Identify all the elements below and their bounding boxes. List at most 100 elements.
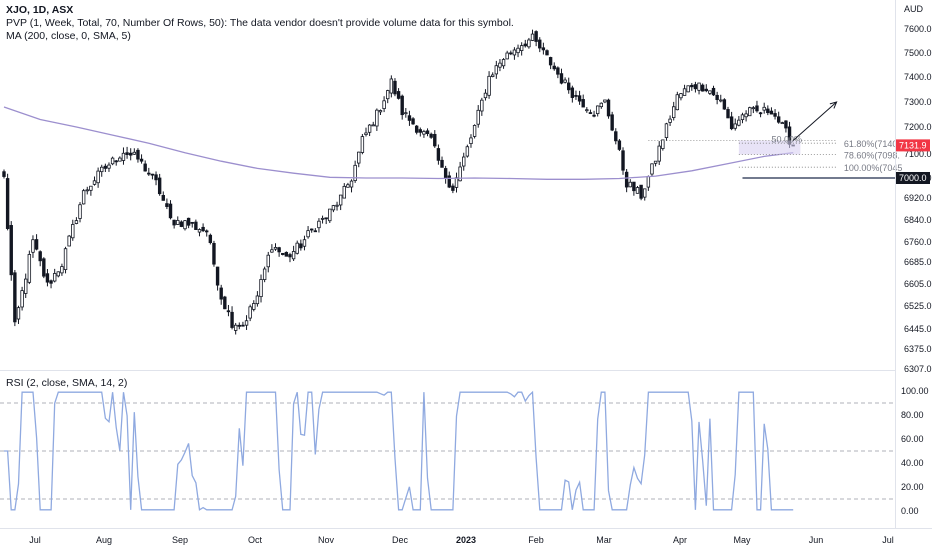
candle[interactable] — [708, 90, 712, 94]
candle[interactable] — [682, 88, 687, 96]
candle[interactable] — [440, 159, 444, 168]
candle[interactable] — [244, 320, 249, 326]
candle[interactable] — [147, 172, 151, 175]
candle[interactable] — [476, 109, 480, 125]
candle[interactable] — [107, 164, 111, 169]
candle[interactable] — [150, 173, 155, 176]
candle[interactable] — [194, 221, 198, 230]
candle[interactable] — [643, 188, 647, 198]
candle[interactable] — [157, 177, 162, 195]
candle[interactable] — [780, 122, 784, 125]
candle[interactable] — [541, 47, 546, 51]
candle[interactable] — [277, 247, 281, 253]
candle[interactable] — [125, 152, 129, 155]
candle[interactable] — [595, 105, 600, 115]
candle[interactable] — [205, 230, 209, 233]
time-axis[interactable]: Jul Aug Sep Oct Nov Dec 2023 Feb Mar Apr May Jun Jul — [29, 535, 894, 545]
candle[interactable] — [469, 137, 473, 145]
candle[interactable] — [400, 95, 404, 116]
price-badge[interactable] — [896, 139, 930, 152]
candle[interactable] — [480, 99, 484, 112]
candle[interactable] — [585, 109, 589, 112]
candle[interactable] — [603, 99, 607, 103]
candle[interactable] — [498, 62, 502, 68]
trend-arrow[interactable] — [792, 101, 837, 141]
candle[interactable] — [382, 100, 386, 110]
candle[interactable] — [208, 234, 213, 243]
candle[interactable] — [215, 266, 220, 286]
candle[interactable] — [454, 177, 459, 188]
candle[interactable] — [16, 307, 21, 320]
candle[interactable] — [776, 116, 781, 123]
candle[interactable] — [103, 165, 108, 169]
candle[interactable] — [675, 94, 680, 111]
candle[interactable] — [45, 273, 50, 283]
candle[interactable] — [186, 217, 191, 226]
candle[interactable] — [230, 311, 234, 328]
candle[interactable] — [661, 139, 665, 149]
candle[interactable] — [599, 102, 603, 108]
candle[interactable] — [309, 228, 314, 231]
candle[interactable] — [281, 252, 285, 255]
candle[interactable] — [650, 163, 654, 175]
candle[interactable] — [259, 279, 263, 298]
candle[interactable] — [168, 203, 173, 219]
candle[interactable] — [784, 120, 788, 129]
candle[interactable] — [324, 217, 328, 220]
candle[interactable] — [342, 185, 346, 199]
candle[interactable] — [548, 57, 553, 66]
candle[interactable] — [758, 112, 763, 115]
candle[interactable] — [367, 124, 372, 133]
candle[interactable] — [744, 113, 748, 118]
rsi-axis[interactable]: 0.00 20.00 40.00 60.00 80.00 100.00 — [901, 386, 929, 516]
candle[interactable] — [110, 157, 115, 165]
candle[interactable] — [371, 124, 375, 127]
candle[interactable] — [161, 195, 165, 201]
candle[interactable] — [118, 157, 122, 162]
candle[interactable] — [252, 303, 256, 310]
candle[interactable] — [530, 33, 535, 41]
symbol-title[interactable]: XJO, 1D, ASX — [6, 4, 73, 17]
candle[interactable] — [299, 243, 303, 249]
candle[interactable] — [121, 152, 126, 161]
candle[interactable] — [85, 189, 89, 192]
candle[interactable] — [621, 150, 625, 171]
candle[interactable] — [9, 225, 13, 276]
candle[interactable] — [172, 219, 176, 226]
candle[interactable] — [219, 287, 223, 300]
candle[interactable] — [223, 296, 227, 310]
candle[interactable] — [266, 254, 270, 268]
candle[interactable] — [679, 93, 683, 99]
candle[interactable] — [697, 82, 701, 91]
candle[interactable] — [447, 175, 451, 188]
candle[interactable] — [556, 67, 560, 75]
candle[interactable] — [248, 306, 252, 319]
candle[interactable] — [295, 242, 299, 254]
candle[interactable] — [237, 324, 241, 327]
candle[interactable] — [512, 49, 517, 56]
candle[interactable] — [349, 180, 354, 188]
candle[interactable] — [13, 272, 17, 323]
candle[interactable] — [346, 184, 350, 188]
candle[interactable] — [183, 220, 187, 230]
candle[interactable] — [433, 133, 437, 147]
candle[interactable] — [429, 133, 433, 138]
candle[interactable] — [396, 91, 401, 99]
candle[interactable] — [574, 95, 578, 97]
candle[interactable] — [567, 82, 571, 91]
rsi-legend[interactable]: RSI (2, close, SMA, 14, 2) — [6, 377, 128, 389]
candle[interactable] — [270, 249, 274, 253]
candle[interactable] — [592, 114, 596, 117]
candle[interactable] — [751, 107, 756, 110]
candle[interactable] — [487, 75, 491, 96]
candle[interactable] — [563, 79, 567, 83]
candle[interactable] — [233, 324, 238, 331]
candle[interactable] — [317, 220, 321, 229]
rsi-line[interactable] — [4, 390, 794, 511]
candle[interactable] — [672, 106, 676, 118]
candle[interactable] — [49, 280, 53, 284]
price-badge[interactable] — [896, 172, 930, 184]
candle[interactable] — [60, 266, 64, 274]
price-axis[interactable]: 6375.0 6445.0 6525.0 6605.0 6685.0 6760.0 6840… — [896, 24, 932, 374]
pvp-legend[interactable]: PVP (1, Week, Total, 70, Number Of Rows,… — [6, 17, 514, 29]
